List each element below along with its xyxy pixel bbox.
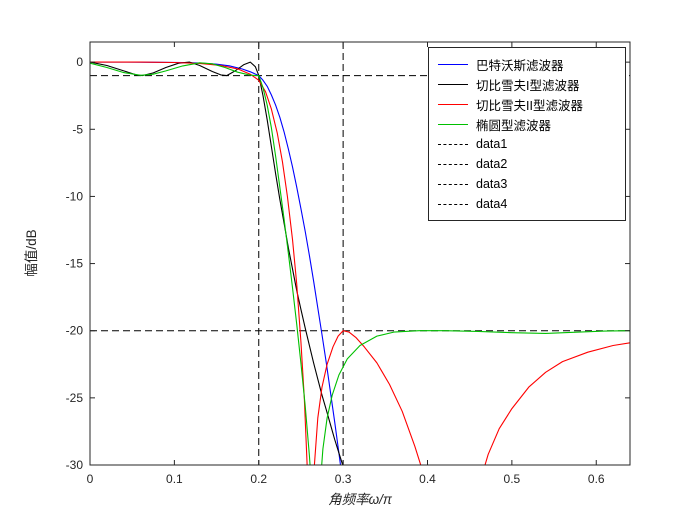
- y-tick-label: 0: [76, 55, 83, 69]
- legend-entry-1: 巴特沃斯滤波器: [429, 54, 625, 74]
- y-axis-label: 幅值/dB: [24, 229, 39, 277]
- legend-entry-5: data1: [429, 134, 625, 154]
- legend-entry-6: data2: [429, 154, 625, 174]
- legend-dashed-line-sample: [438, 183, 468, 185]
- y-tick-label: -15: [66, 257, 84, 271]
- x-tick-label: 0.1: [166, 472, 183, 486]
- series-line-2: [90, 61, 630, 465]
- legend-entry-label: 巴特沃斯滤波器: [476, 58, 564, 73]
- legend-entry-8: data4: [429, 194, 625, 214]
- legend-entry-label: 切比雪夫I型滤波器: [476, 78, 580, 93]
- series-line-3: [90, 62, 630, 465]
- legend-line-sample: [438, 123, 468, 125]
- legend-entry-label: data4: [476, 197, 508, 211]
- legend-line-sample: [438, 83, 468, 85]
- legend-entry-label: 椭圆型滤波器: [476, 118, 552, 133]
- legend: 巴特沃斯滤波器切比雪夫I型滤波器 切比雪夫II型滤波器 椭圆型滤波器 data1 dat…: [428, 47, 626, 221]
- series-line-1: [90, 61, 344, 465]
- legend-line-sample: [438, 63, 468, 65]
- legend-entry-2: 切比雪夫I型滤波器: [429, 74, 625, 94]
- x-tick-label: 0.4: [419, 472, 436, 486]
- legend-entry-label: data1: [476, 137, 508, 151]
- legend-entry-3: 切比雪夫II型滤波器: [429, 94, 625, 114]
- x-tick-label: 0.5: [504, 472, 521, 486]
- y-tick-label: -10: [66, 189, 84, 203]
- legend-dashed-line-sample: [438, 143, 468, 145]
- legend-line-sample: [438, 103, 468, 105]
- y-tick-label: -20: [66, 324, 84, 338]
- legend-entry-label: data3: [476, 177, 508, 191]
- x-tick-label: 0.2: [250, 472, 267, 486]
- x-tick-label: 0.3: [335, 472, 352, 486]
- y-tick-label: -5: [72, 122, 83, 136]
- x-tick-label: 0.6: [588, 472, 605, 486]
- legend-entry-label: 切比雪夫II型滤波器: [476, 98, 583, 113]
- legend-dashed-line-sample: [438, 163, 468, 165]
- legend-dashed-line-sample: [438, 203, 468, 205]
- axes-box: [89, 41, 631, 466]
- x-axis-label: 角频率ω/π: [328, 492, 392, 507]
- y-tick-label: -30: [66, 458, 84, 472]
- legend-entry-4: 椭圆型滤波器: [429, 114, 625, 134]
- x-tick-label: 0: [87, 472, 94, 486]
- y-tick-label: -25: [66, 391, 84, 405]
- legend-entry-label: data2: [476, 157, 508, 171]
- legend-entry-7: data3: [429, 174, 625, 194]
